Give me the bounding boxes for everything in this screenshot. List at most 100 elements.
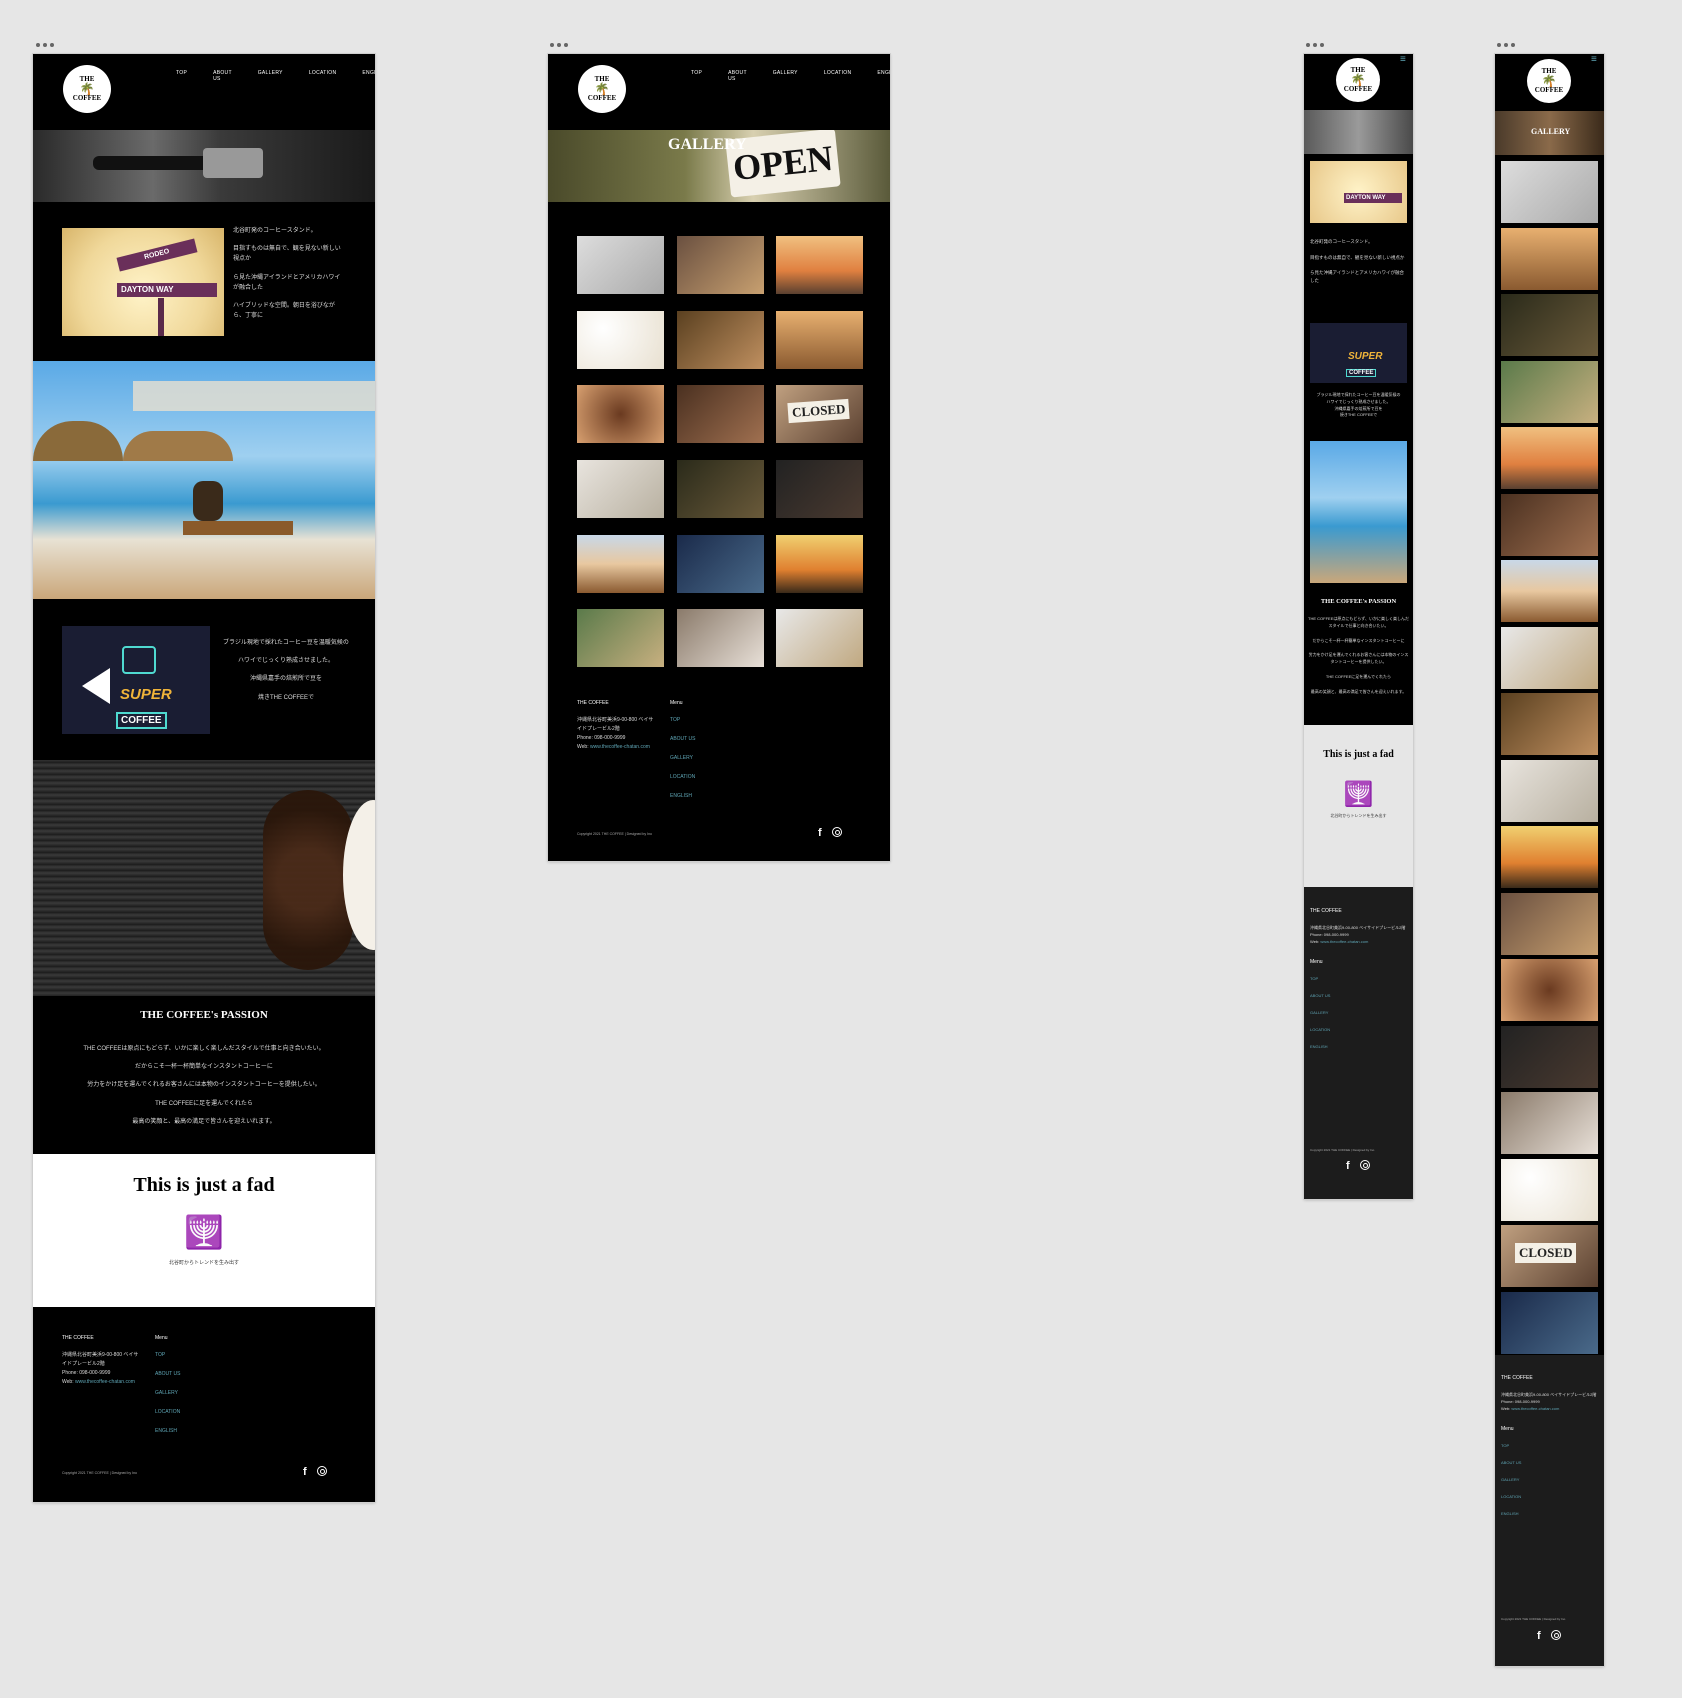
- footer-menu-gallery-g[interactable]: GALLERY: [670, 755, 693, 761]
- mobile-gallery-thumbnail[interactable]: [1501, 360, 1598, 423]
- mg-hamburger-icon[interactable]: ≡: [1591, 54, 1597, 65]
- footer-menu-location-g[interactable]: LOCATION: [670, 774, 696, 780]
- mg-palm-icon: 🌴: [1541, 74, 1557, 88]
- logo[interactable]: THE 🌴 COFFEE: [63, 65, 111, 113]
- artboard-menu-dots[interactable]: [36, 38, 57, 47]
- mobile-gallery-thumbnail[interactable]: [1501, 826, 1598, 888]
- mobile-gallery-thumbnail[interactable]: [1501, 161, 1598, 223]
- mobile-gallery-thumbnail[interactable]: [1501, 227, 1598, 290]
- m-footer-menu-about[interactable]: ABOUT US: [1310, 992, 1331, 998]
- gallery-thumbnail[interactable]: [577, 311, 664, 369]
- footer-web-link[interactable]: www.thecoffee-chatan.com: [74, 1379, 135, 1385]
- footer-menu-location[interactable]: LOCATION: [155, 1409, 181, 1415]
- mg-footer-menu-gallery[interactable]: GALLERY: [1501, 1476, 1520, 1482]
- m-footer-menu-gallery[interactable]: GALLERY: [1310, 1009, 1329, 1015]
- footer-web-link-g[interactable]: www.thecoffee-chatan.com: [589, 744, 650, 750]
- about-text: 北谷町発のコーヒースタンド。 目指すものは無自で、観を見ない新しい視点か ら見た…: [233, 226, 345, 329]
- nav-top[interactable]: TOP: [176, 70, 188, 76]
- coffee-beans-image: [33, 760, 375, 996]
- m-footer-menu-english[interactable]: ENGLISH: [1310, 1044, 1328, 1050]
- footer-menu-about[interactable]: ABOUT US: [155, 1371, 181, 1377]
- closed-sign: CLOSED: [787, 398, 851, 424]
- nav-gallery[interactable]: GALLERY: [257, 70, 283, 76]
- gallery-thumbnail[interactable]: CLOSED: [776, 385, 863, 443]
- gallery-thumbnail[interactable]: [776, 609, 863, 667]
- m-instagram-icon[interactable]: [1359, 1160, 1370, 1170]
- mg-footer-bg: [1495, 1355, 1604, 1666]
- nav-english-g[interactable]: ENGLISH: [877, 70, 890, 76]
- mobile-gallery-thumbnail[interactable]: [1501, 626, 1598, 689]
- artboard-menu-dots-2[interactable]: [550, 38, 571, 47]
- gallery-thumbnail[interactable]: [577, 460, 664, 518]
- footer-menu-english-g[interactable]: ENGLISH: [670, 793, 692, 799]
- hamburger-menu-icon[interactable]: ≡: [1400, 54, 1406, 65]
- footer-menu-top[interactable]: TOP: [155, 1352, 166, 1358]
- mobile-gallery-thumbnail[interactable]: [1501, 1158, 1598, 1221]
- mg-footer-menu-english[interactable]: ENGLISH: [1501, 1511, 1519, 1517]
- artboard-menu-dots-4[interactable]: [1497, 38, 1518, 47]
- mobile-gallery-thumbnail[interactable]: [1501, 959, 1598, 1021]
- mobile-gallery-thumbnail[interactable]: [1501, 1025, 1598, 1088]
- gallery-thumbnail[interactable]: [577, 385, 664, 443]
- m-footer-menu-top[interactable]: TOP: [1310, 975, 1319, 981]
- nav-gallery-g[interactable]: GALLERY: [772, 70, 798, 76]
- nav-about-g[interactable]: ABOUT US: [728, 70, 747, 82]
- gallery-thumbnail[interactable]: [577, 535, 664, 593]
- nav-about[interactable]: ABOUT US: [213, 70, 232, 82]
- mg-footer-name: THE COFFEE: [1501, 1375, 1533, 1381]
- mobile-gallery-thumbnail[interactable]: [1501, 560, 1598, 622]
- logo-gallery[interactable]: THE 🌴 COFFEE: [578, 65, 626, 113]
- mobile-gallery-thumbnail[interactable]: CLOSED: [1501, 1225, 1598, 1287]
- gallery-thumbnail[interactable]: [776, 460, 863, 518]
- mobile-gallery-thumbnail[interactable]: [1501, 1092, 1598, 1154]
- footer-phone: Phone: 098-000-9999: [62, 1370, 111, 1376]
- mg-logo[interactable]: THE 🌴 COFFEE: [1527, 59, 1571, 103]
- mobile-gallery-thumbnail[interactable]: [1501, 693, 1598, 755]
- m-footer-menu-location[interactable]: LOCATION: [1310, 1027, 1331, 1033]
- nav-location[interactable]: LOCATION: [308, 70, 337, 76]
- artboard-menu-dots-3[interactable]: [1306, 38, 1327, 47]
- m-beach-image: [1310, 441, 1407, 583]
- instagram-icon-g[interactable]: [831, 827, 842, 837]
- nav-top-g[interactable]: TOP: [691, 70, 703, 76]
- footer-menu-gallery[interactable]: GALLERY: [155, 1390, 178, 1396]
- gallery-thumbnail[interactable]: [577, 609, 664, 667]
- mobile-gallery-thumbnail[interactable]: [1501, 892, 1598, 955]
- nav-location-g[interactable]: LOCATION: [823, 70, 852, 76]
- gallery-thumbnail[interactable]: [776, 311, 863, 369]
- instagram-icon[interactable]: [316, 1466, 327, 1476]
- m-facebook-icon[interactable]: f: [1346, 1160, 1350, 1172]
- gallery-thumbnail[interactable]: [677, 460, 764, 518]
- m-about-p1: 北谷町発のコーヒースタンド。: [1310, 239, 1373, 244]
- nav-english[interactable]: ENGLISH: [362, 70, 375, 76]
- mg-footer-menu-top[interactable]: TOP: [1501, 1442, 1510, 1448]
- gallery-thumbnail[interactable]: [577, 236, 664, 294]
- footer-menu-about-g[interactable]: ABOUT US: [670, 736, 696, 742]
- mg-footer-menu-location[interactable]: LOCATION: [1501, 1494, 1522, 1500]
- palm-icon: 🌴: [79, 82, 95, 96]
- gallery-thumbnail[interactable]: [776, 236, 863, 294]
- gallery-thumbnail[interactable]: [677, 236, 764, 294]
- mg-facebook-icon[interactable]: f: [1537, 1630, 1541, 1642]
- gallery-thumbnail[interactable]: [776, 535, 863, 593]
- mg-footer-menu-about[interactable]: ABOUT US: [1501, 1459, 1522, 1465]
- m-about-p2: 目指すものは無自で、観を見ない新しい視点か: [1310, 254, 1405, 260]
- mg-instagram-icon[interactable]: [1550, 1630, 1561, 1640]
- m-footer-web-link[interactable]: www.thecoffee-chatan.com: [1320, 939, 1369, 945]
- gallery-thumbnail[interactable]: [677, 609, 764, 667]
- mobile-gallery-thumbnail[interactable]: [1501, 1291, 1598, 1354]
- mobile-gallery-thumbnail[interactable]: [1501, 294, 1598, 356]
- mobile-gallery-thumbnail[interactable]: [1501, 493, 1598, 556]
- mg-footer-web-link[interactable]: www.thecoffee-chatan.com: [1511, 1406, 1560, 1412]
- mobile-gallery-thumbnail[interactable]: [1501, 759, 1598, 822]
- facebook-icon[interactable]: f: [303, 1466, 307, 1478]
- mobile-logo[interactable]: THE 🌴 COFFEE: [1336, 58, 1380, 102]
- footer-menu-top-g[interactable]: TOP: [670, 717, 681, 723]
- mobile-gallery-thumbnail[interactable]: [1501, 427, 1598, 489]
- facebook-icon-g[interactable]: f: [818, 827, 822, 839]
- footer-menu-english[interactable]: ENGLISH: [155, 1428, 177, 1434]
- gallery-thumbnail[interactable]: [677, 385, 764, 443]
- gallery-thumbnail[interactable]: [677, 311, 764, 369]
- gallery-thumbnail[interactable]: [677, 535, 764, 593]
- mg-footer-address: 沖縄県北谷町美浜9-00-800 ベイサイドプレービル2階: [1501, 1392, 1597, 1397]
